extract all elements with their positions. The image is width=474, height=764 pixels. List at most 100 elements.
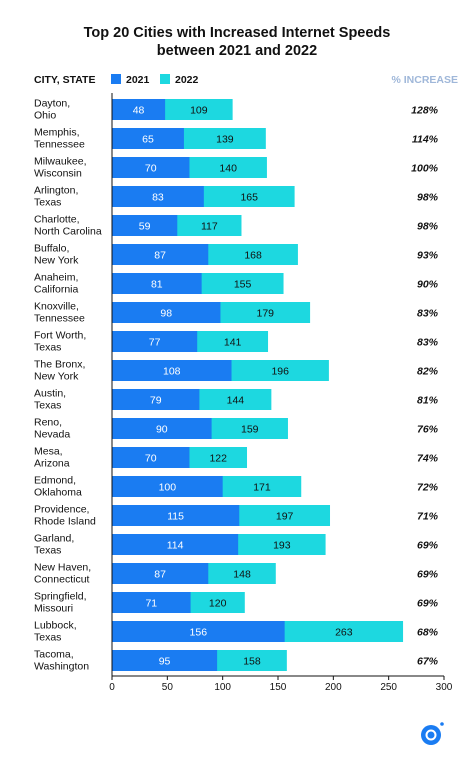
value-label-2022: 109 (190, 105, 208, 117)
percent-increase-value: 83% (417, 308, 439, 320)
city-label-line-2: Wisconsin (34, 168, 82, 180)
value-label-2022: 141 (224, 337, 242, 349)
bar-2021 (112, 447, 190, 468)
chart-title-line-1: Top 20 Cities with Increased Internet Sp… (84, 25, 391, 41)
value-label-2022: 165 (240, 192, 258, 204)
value-label-2022: 117 (201, 221, 218, 233)
bar-2021 (112, 621, 285, 642)
value-label-2022: 148 (233, 569, 251, 581)
value-label-2021: 70 (145, 163, 157, 175)
value-label-2021: 83 (152, 192, 164, 204)
city-label-line-2: Texas (34, 197, 61, 209)
city-label-line-1: Buffalo, (34, 243, 69, 255)
percent-increase-value: 69% (417, 540, 439, 552)
bar-2021 (112, 505, 240, 526)
x-tick-label: 50 (162, 682, 174, 693)
percent-increase-value: 100% (411, 163, 439, 175)
bar-2021 (112, 331, 198, 352)
city-label-line-2: Texas (34, 400, 61, 412)
percent-increase-value: 76% (417, 424, 439, 436)
bar-2021 (112, 273, 202, 294)
value-label-2022: 158 (243, 656, 261, 668)
city-label-line-2: New York (34, 255, 79, 267)
city-label-line-2: Texas (34, 545, 61, 557)
city-label-line-2: California (34, 284, 79, 296)
bar-2021 (112, 360, 232, 381)
logo-ring-icon (425, 729, 437, 741)
bar-2021 (112, 418, 212, 439)
bar-2021 (112, 244, 209, 265)
bar-2021 (112, 534, 239, 555)
value-label-2022: 171 (253, 482, 271, 494)
city-label-line-1: Providence, (34, 504, 89, 516)
bar-2021 (112, 215, 178, 236)
percent-increase-value: 81% (417, 395, 439, 407)
city-label-line-1: The Bronx, (34, 359, 85, 371)
value-label-2021: 108 (163, 366, 181, 378)
bar-2021 (112, 650, 218, 671)
value-label-2022: 122 (209, 453, 227, 465)
value-label-2021: 48 (133, 105, 145, 117)
city-label-line-2: Tennessee (34, 139, 85, 151)
logo (421, 722, 444, 745)
value-label-2021: 71 (145, 598, 157, 610)
value-label-2022: 193 (273, 540, 291, 552)
value-label-2022: 196 (271, 366, 289, 378)
value-label-2021: 70 (145, 453, 157, 465)
percent-increase-value: 74% (417, 453, 439, 465)
value-label-2021: 115 (167, 511, 184, 523)
legend-label-2021: 2021 (126, 74, 150, 86)
value-label-2022: 120 (209, 598, 227, 610)
city-label-line-2: Texas (34, 632, 61, 644)
bar-2021 (112, 389, 200, 410)
city-label-line-1: Tacoma, (34, 649, 74, 661)
percent-increase-value: 114% (412, 134, 439, 146)
city-label-line-1: Edmond, (34, 475, 76, 487)
city-label-line-1: Reno, (34, 417, 62, 429)
x-tick-label: 200 (325, 682, 342, 693)
percent-increase-value: 83% (417, 337, 439, 349)
chart-title-line-2: between 2021 and 2022 (157, 43, 317, 59)
percent-increase-header: % INCREASE (391, 74, 458, 86)
city-label-line-1: Springfield, (34, 591, 87, 603)
logo-circle-icon (421, 725, 441, 745)
city-label-line-1: New Haven, (34, 562, 91, 574)
value-label-2022: 139 (216, 134, 234, 146)
x-tick-label: 100 (214, 682, 231, 693)
bar-2021 (112, 563, 209, 584)
value-label-2021: 95 (159, 656, 171, 668)
value-label-2022: 159 (241, 424, 259, 436)
value-label-2022: 179 (257, 308, 275, 320)
city-label-line-2: Connecticut (34, 574, 90, 586)
city-label-line-2: Rhode Island (34, 516, 96, 528)
city-label-line-1: Garland, (34, 533, 74, 545)
percent-increase-value: 98% (417, 221, 439, 233)
value-label-2022: 263 (335, 627, 353, 639)
city-label-line-1: Knoxville, (34, 301, 79, 313)
bar-2021 (112, 157, 190, 178)
city-label-line-2: Arizona (34, 458, 70, 470)
percent-increase-value: 93% (417, 250, 439, 262)
category-header: CITY, STATE (34, 74, 95, 86)
bar-2021 (112, 302, 221, 323)
city-label-line-2: Washington (34, 661, 89, 673)
city-label-line-2: North Carolina (34, 226, 102, 238)
x-tick-label: 300 (436, 682, 453, 693)
city-label-line-1: Dayton, (34, 98, 70, 110)
bar-2021 (112, 476, 223, 497)
city-label-line-2: New York (34, 371, 79, 383)
bar-2021 (112, 99, 166, 120)
city-label-line-1: Lubbock, (34, 620, 77, 632)
value-label-2021: 87 (154, 569, 166, 581)
x-tick-label: 250 (380, 682, 397, 693)
legend-swatch-2021 (111, 74, 121, 84)
percent-increase-value: 68% (417, 627, 439, 639)
city-label-line-2: Ohio (34, 110, 56, 122)
city-label-line-1: Mesa, (34, 446, 63, 458)
city-label-line-1: Anaheim, (34, 272, 78, 284)
value-label-2022: 144 (227, 395, 245, 407)
percent-increase-value: 98% (417, 192, 439, 204)
city-label-line-1: Milwaukee, (34, 156, 87, 168)
value-label-2021: 59 (139, 221, 151, 233)
